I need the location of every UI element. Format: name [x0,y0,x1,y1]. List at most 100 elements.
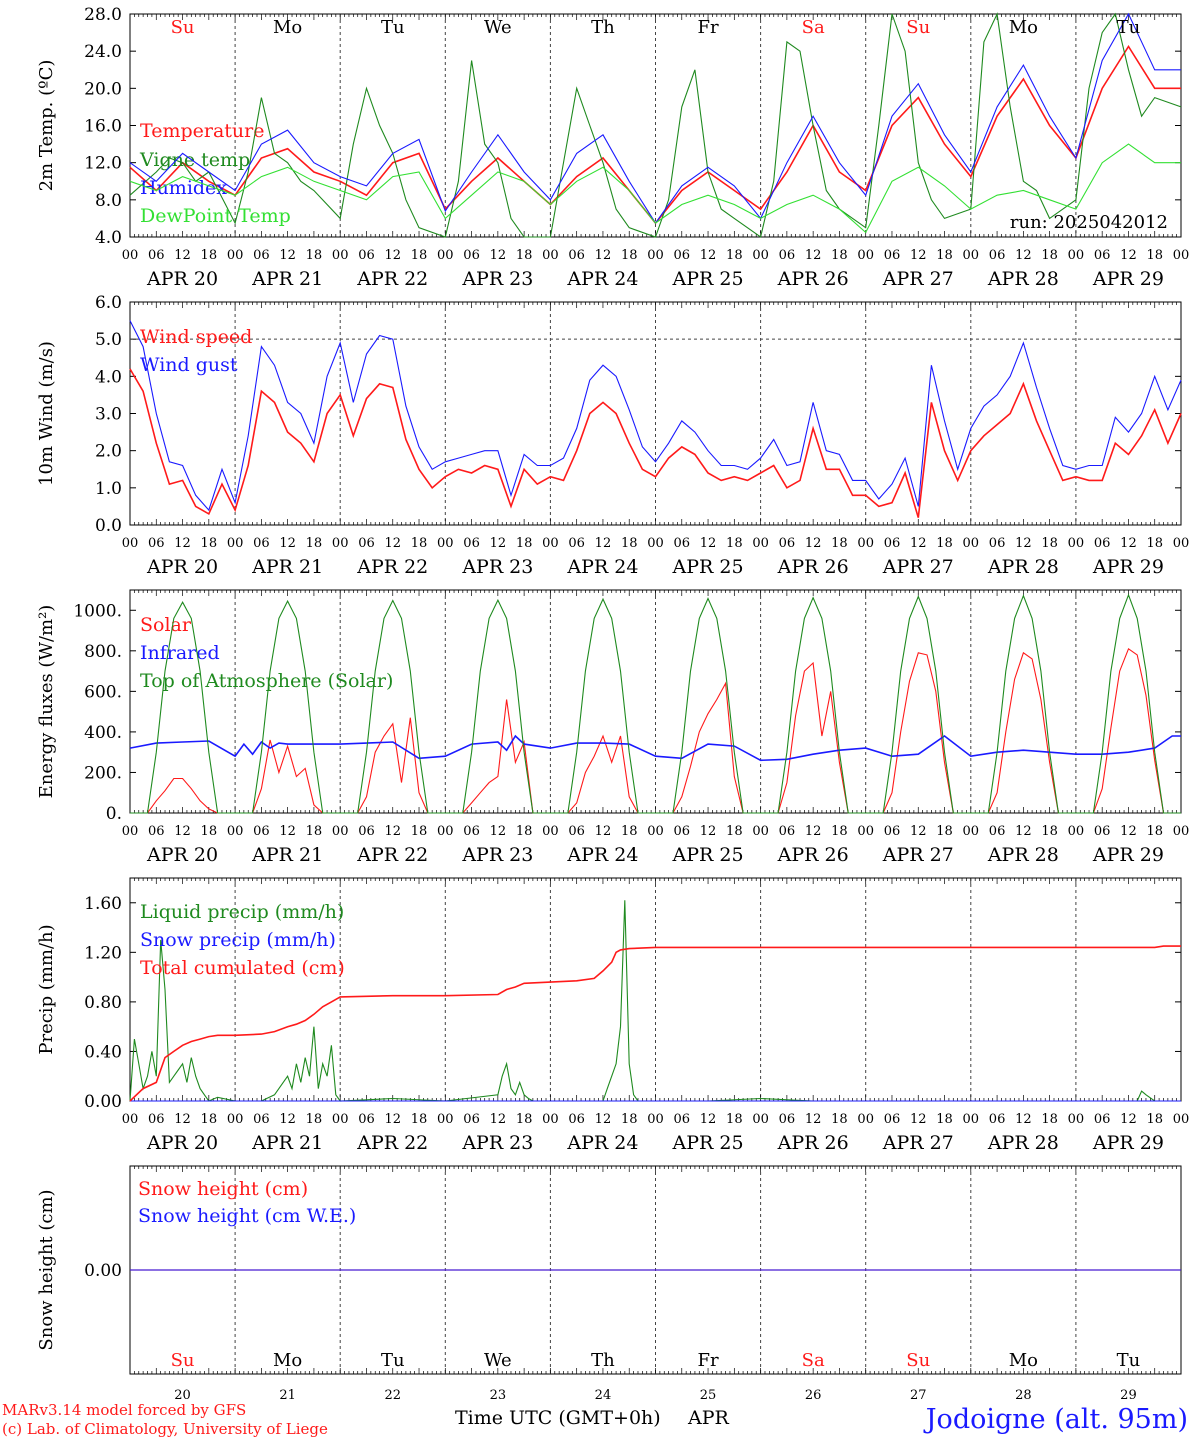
hour-label: 00 [752,248,769,263]
panel-1: 4.0 8.0 12.0 16.0 20.0 24.0 28.0 2m Temp. (ºC) T… [36,5,1189,290]
hour-label: 00 [1068,824,1085,839]
y-axis-label: 10m Wind (m/s) [36,341,57,486]
hour-label: 18 [516,824,533,839]
date-label: APR 28 [987,556,1059,578]
hour-label: 06 [568,536,585,551]
hour-label: 06 [674,248,691,263]
y-tick-label: 8.0 [95,191,122,211]
panel-5: 0.00 Snow height (cm) Snow height (cm) Snow… [36,1165,1182,1403]
hour-label: 18 [201,536,218,551]
date-label: APR 24 [566,556,638,578]
hour-label: 06 [779,248,796,263]
hour-label: 12 [595,1112,612,1127]
hour-label: 18 [1041,824,1058,839]
hour-label: 06 [463,536,480,551]
hour-label: 00 [542,1112,559,1127]
y-tick-label: 20.0 [84,79,122,99]
hour-label: 06 [884,1112,901,1127]
y-tick-label: 0.80 [84,993,122,1013]
legend-entry: Solar [140,614,192,636]
series-line-red [129,368,1182,518]
series-line-blue [129,734,1181,762]
y-tick-label: 800. [84,642,122,662]
legend-entry: Total cumulated (cm) [140,957,345,979]
y-tick-label: 1.60 [84,894,122,914]
date-label: APR 26 [777,1132,849,1154]
hour-label: 18 [831,536,848,551]
hour-label: 12 [490,824,507,839]
y-tick-label: 24.0 [84,42,122,62]
hour-label: 00 [332,248,349,263]
hour-label: 12 [279,248,296,263]
y-tick-label: 0.00 [84,1261,122,1281]
hour-label: 00 [122,248,139,263]
y-axis-label: Energy fluxes (W/m²) [36,605,57,799]
hour-label: 18 [936,536,953,551]
hour-label: 18 [936,248,953,263]
date-label: APR 26 [777,844,849,866]
y-tick-label: 3.0 [95,405,122,425]
y-tick-label: 0. [106,804,122,824]
y-tick-label: 4.0 [95,228,122,248]
legend-entry: Snow height (cm W.E.) [138,1205,356,1227]
day-name: Tu [381,17,405,38]
day-name: Mo [273,17,302,38]
day-number: 24 [595,1388,612,1403]
hour-label: 12 [384,1112,401,1127]
date-label: APR 29 [1092,268,1164,290]
hour-label: 00 [647,248,664,263]
y-tick-label: 1.0 [95,479,122,499]
hour-label: 12 [910,824,927,839]
date-label: APR 21 [251,556,323,578]
hour-label: 06 [253,248,270,263]
legend-entry: Wind speed [140,326,252,348]
hour-label: 06 [358,1112,375,1127]
date-label: APR 25 [672,268,744,290]
hour-label: 12 [490,1112,507,1127]
day-number: 26 [805,1388,822,1403]
hour-label: 18 [411,536,428,551]
hour-label: 12 [700,824,717,839]
day-number: 22 [384,1388,401,1403]
hour-label: 18 [1041,248,1058,263]
hour-label: 00 [1173,824,1190,839]
hour-label: 12 [595,248,612,263]
hour-label: 12 [1120,824,1137,839]
date-label: APR 27 [882,268,954,290]
meteogram-panels: 4.0 8.0 12.0 16.0 20.0 24.0 28.0 2m Temp. (ºC) T… [36,5,1189,1403]
date-label: APR 27 [882,556,954,578]
hour-label: 06 [358,536,375,551]
y-tick-label: 1.20 [84,943,122,963]
hour-label: 18 [831,248,848,263]
hour-label: 12 [174,536,191,551]
date-label: APR 28 [987,268,1059,290]
date-label: APR 22 [356,844,428,866]
legend-entry: Vigne temp [139,149,250,171]
date-label: APR 25 [672,844,744,866]
date-label: APR 20 [146,268,218,290]
hour-label: 18 [621,536,638,551]
y-tick-label: 28.0 [84,5,122,25]
hour-label: 06 [568,1112,585,1127]
hour-label: 06 [884,824,901,839]
hour-label: 00 [963,824,980,839]
y-tick-label: 2.0 [95,442,122,462]
hour-label: 00 [332,536,349,551]
hour-label: 06 [674,1112,691,1127]
hour-label: 06 [884,248,901,263]
hour-label: 12 [1015,1112,1032,1127]
y-tick-label: 400. [84,723,122,743]
hour-label: 00 [963,536,980,551]
hour-label: 00 [1173,248,1190,263]
hour-label: 06 [253,824,270,839]
legend-entry: Infrared [140,642,220,664]
hour-label: 18 [1146,536,1163,551]
hour-label: 00 [122,1112,139,1127]
hour-label: 00 [227,248,244,263]
hour-label: 18 [936,824,953,839]
hour-label: 18 [1146,1112,1163,1127]
day-name: Su [906,17,930,38]
hour-label: 06 [148,824,165,839]
date-label: APR 23 [461,1132,533,1154]
